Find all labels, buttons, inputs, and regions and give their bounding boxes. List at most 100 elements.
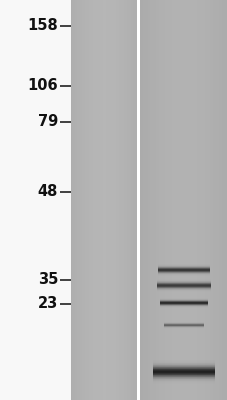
- Bar: [140, 0, 141, 400]
- Bar: [113, 0, 114, 400]
- Bar: [106, 0, 107, 400]
- Bar: [98, 0, 99, 400]
- Bar: [205, 0, 207, 400]
- Bar: [153, 363, 214, 364]
- Bar: [92, 0, 94, 400]
- Bar: [169, 0, 170, 400]
- Bar: [204, 0, 205, 400]
- Bar: [214, 0, 215, 400]
- Text: 35: 35: [38, 272, 58, 288]
- Bar: [133, 0, 134, 400]
- Bar: [178, 0, 179, 400]
- Bar: [153, 373, 214, 374]
- Bar: [172, 0, 173, 400]
- Bar: [211, 0, 212, 400]
- Bar: [153, 382, 214, 383]
- Bar: [153, 371, 214, 372]
- Bar: [193, 0, 195, 400]
- Bar: [99, 0, 100, 400]
- Bar: [153, 369, 214, 370]
- Bar: [153, 366, 214, 367]
- Bar: [94, 0, 96, 400]
- Bar: [180, 0, 182, 400]
- Bar: [136, 0, 140, 400]
- Bar: [108, 0, 109, 400]
- Bar: [102, 0, 103, 400]
- Bar: [104, 0, 106, 400]
- Bar: [226, 0, 227, 400]
- Bar: [120, 0, 121, 400]
- Bar: [124, 0, 125, 400]
- Bar: [96, 0, 97, 400]
- Bar: [212, 0, 214, 400]
- Bar: [143, 0, 144, 400]
- Bar: [153, 377, 214, 378]
- Bar: [87, 0, 88, 400]
- Bar: [123, 0, 124, 400]
- Bar: [175, 0, 176, 400]
- Bar: [128, 0, 130, 400]
- Bar: [153, 360, 214, 361]
- Bar: [72, 0, 73, 400]
- Bar: [88, 0, 89, 400]
- Bar: [147, 0, 148, 400]
- Bar: [153, 368, 214, 369]
- Bar: [191, 0, 192, 400]
- Bar: [196, 0, 198, 400]
- Bar: [126, 0, 127, 400]
- Bar: [217, 0, 218, 400]
- Bar: [186, 0, 188, 400]
- Bar: [77, 0, 78, 400]
- Bar: [153, 361, 214, 362]
- Bar: [135, 0, 136, 400]
- Bar: [210, 0, 211, 400]
- Bar: [176, 0, 178, 400]
- Bar: [153, 362, 214, 363]
- Bar: [132, 0, 133, 400]
- Bar: [78, 0, 79, 400]
- Bar: [130, 0, 131, 400]
- Text: 79: 79: [38, 114, 58, 130]
- Bar: [166, 0, 167, 400]
- Bar: [153, 370, 214, 371]
- Bar: [118, 0, 119, 400]
- Bar: [76, 0, 77, 400]
- Bar: [153, 367, 214, 368]
- Bar: [121, 0, 122, 400]
- Bar: [101, 0, 102, 400]
- Bar: [103, 0, 104, 400]
- Bar: [82, 0, 84, 400]
- Bar: [86, 0, 87, 400]
- Bar: [195, 0, 196, 400]
- Bar: [115, 0, 116, 400]
- Bar: [146, 0, 147, 400]
- Bar: [125, 0, 126, 400]
- Bar: [144, 0, 146, 400]
- Bar: [151, 0, 153, 400]
- Bar: [81, 0, 82, 400]
- Bar: [122, 0, 123, 400]
- Bar: [220, 0, 221, 400]
- Bar: [183, 0, 185, 400]
- Bar: [97, 0, 98, 400]
- Bar: [73, 0, 74, 400]
- Bar: [167, 0, 169, 400]
- Bar: [153, 380, 214, 381]
- Bar: [198, 0, 199, 400]
- Text: 158: 158: [27, 18, 58, 34]
- Bar: [185, 0, 186, 400]
- Bar: [153, 374, 214, 375]
- Bar: [70, 0, 136, 400]
- Bar: [150, 0, 151, 400]
- Bar: [89, 0, 90, 400]
- Bar: [85, 0, 86, 400]
- Bar: [74, 0, 75, 400]
- Bar: [173, 0, 175, 400]
- Bar: [161, 0, 163, 400]
- Bar: [107, 0, 108, 400]
- Bar: [153, 378, 214, 379]
- Bar: [153, 364, 214, 365]
- Bar: [158, 0, 160, 400]
- Bar: [111, 0, 112, 400]
- Bar: [157, 0, 158, 400]
